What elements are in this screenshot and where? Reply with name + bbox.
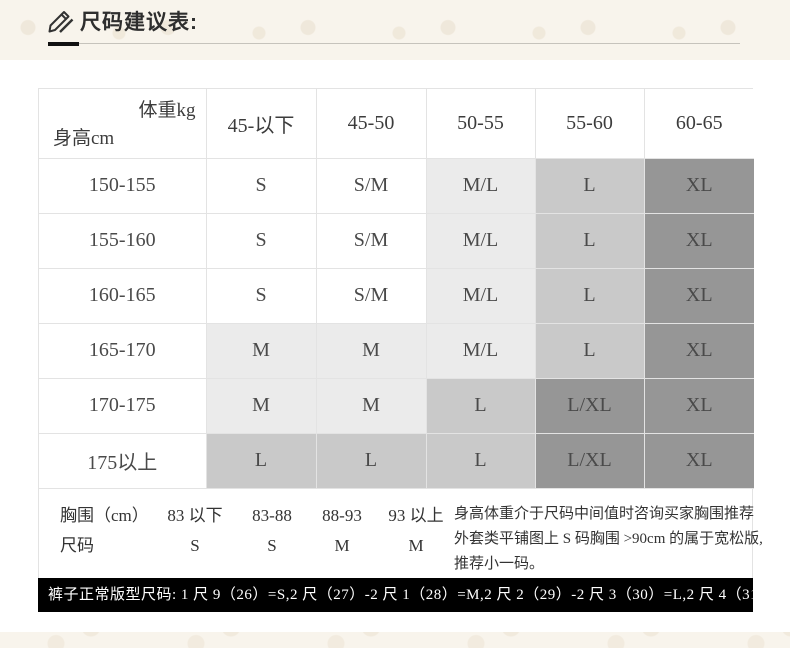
weight-col-header: 45-以下 [206, 89, 317, 159]
chest-size: S [267, 535, 277, 555]
corner-weight-label: 体重kg [138, 100, 196, 121]
size-cell: XL [644, 268, 754, 324]
size-cell: L/XL [535, 433, 645, 489]
size-cell: L [426, 378, 536, 434]
size-cell: S/M [316, 158, 427, 214]
title-underline [48, 41, 740, 46]
content-panel: 体重kg 身高cm 45-以下 45-50 50-55 55-60 60-65 … [0, 60, 790, 632]
size-cell: M [316, 323, 427, 379]
size-cell: L/XL [535, 378, 645, 434]
size-cell: M/L [426, 268, 536, 324]
chest-note-line: 推荐小一码。 [454, 555, 545, 572]
size-chart-box: 体重kg 身高cm 45-以下 45-50 50-55 55-60 60-65 … [38, 88, 763, 588]
table-row: 160-165 S S/M M/L L XL [39, 268, 754, 324]
chest-row-label: 尺码 [60, 535, 94, 555]
size-cell: S/M [316, 213, 427, 269]
height-range-cell: 175以上 [39, 433, 207, 489]
chest-row-label: 胸围（cm） [60, 505, 149, 525]
size-cell: S [206, 213, 317, 269]
size-cell: M [206, 323, 317, 379]
chest-range: 83-88 [252, 505, 292, 525]
section-header: 尺码建议表: [0, 0, 790, 60]
size-cell: XL [644, 158, 754, 214]
size-cell: XL [644, 433, 754, 489]
weight-col-header: 45-50 [316, 89, 427, 159]
weight-col-header: 60-65 [644, 89, 754, 159]
size-cell: M [316, 378, 427, 434]
size-cell: M/L [426, 323, 536, 379]
height-range-cell: 170-175 [39, 378, 207, 434]
table-row: 155-160 S S/M M/L L XL [39, 213, 754, 269]
chest-range: 83 以下 [167, 505, 223, 525]
height-range-cell: 165-170 [39, 323, 207, 379]
size-cell: L [535, 268, 645, 324]
corner-height-label: 身高cm [53, 127, 115, 149]
table-row: 165-170 M M M/L L XL [39, 323, 754, 379]
pants-size-bar: 裤子正常版型尺码: 1 尺 9（26）=S,2 尺（27）-2 尺 1（28）=… [38, 578, 790, 612]
table-header-row: 体重kg 身高cm 45-以下 45-50 50-55 55-60 60-65 [39, 89, 754, 159]
size-cell: XL [644, 213, 754, 269]
height-range-cell: 155-160 [39, 213, 207, 269]
table-row: 175以上 L L L L/XL XL [39, 433, 754, 489]
size-cell: L [316, 433, 427, 489]
chest-range-row: 胸围（cm） 83 以下 83-88 88-93 93 以上 [60, 501, 454, 531]
chest-note-line: 外套类平铺图上 S 码胸围 >90cm 的属于宽松版, [454, 530, 763, 547]
table-row: 150-155 S S/M M/L L XL [39, 158, 754, 214]
chest-note-line: 身高体重介于尺码中间值时咨询买家胸围推荐 [454, 505, 755, 522]
corner-cell: 体重kg 身高cm [39, 89, 207, 159]
chest-range: 93 以上 [388, 505, 444, 525]
page-title: 尺码建议表: [80, 11, 198, 34]
size-cell: S [206, 158, 317, 214]
size-cell: L [535, 158, 645, 214]
underline-thin [79, 43, 740, 44]
table-row: 170-175 M M L L/XL XL [39, 378, 754, 434]
chest-size-section: 胸围（cm） 83 以下 83-88 88-93 93 以上 尺码 S S M … [39, 488, 763, 587]
chest-size-grid: 胸围（cm） 83 以下 83-88 88-93 93 以上 尺码 S S M … [39, 501, 454, 577]
size-cell: XL [644, 378, 754, 434]
size-cell: M/L [426, 213, 536, 269]
size-cell: M/L [426, 158, 536, 214]
size-cell: M [206, 378, 317, 434]
size-table: 体重kg 身高cm 45-以下 45-50 50-55 55-60 60-65 … [39, 89, 754, 489]
pencil-ruler-icon [47, 7, 74, 34]
size-cell: S/M [316, 268, 427, 324]
size-cell: L [535, 213, 645, 269]
chest-size: M [334, 535, 350, 555]
size-cell: S [206, 268, 317, 324]
size-cell: XL [644, 323, 754, 379]
height-range-cell: 150-155 [39, 158, 207, 214]
size-cell: L [535, 323, 645, 379]
chest-range: 88-93 [322, 505, 362, 525]
size-cell: L [426, 433, 536, 489]
chest-size-row: 尺码 S S M M [60, 531, 454, 561]
chest-size: S [190, 535, 200, 555]
height-range-cell: 160-165 [39, 268, 207, 324]
size-cell: L [206, 433, 317, 489]
weight-col-header: 55-60 [535, 89, 645, 159]
weight-col-header: 50-55 [426, 89, 536, 159]
underline-accent [48, 41, 79, 46]
chest-notes: 身高体重介于尺码中间值时咨询买家胸围推荐 外套类平铺图上 S 码胸围 >90cm… [454, 501, 763, 577]
chest-size: M [408, 535, 424, 555]
